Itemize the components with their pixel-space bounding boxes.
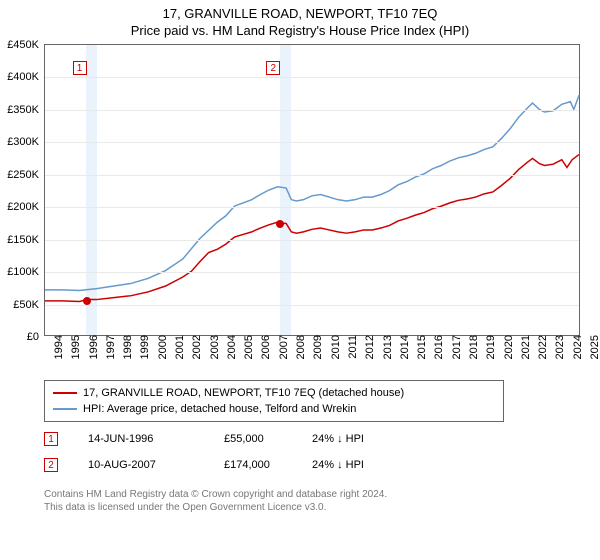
x-tick-label: 1997 bbox=[101, 335, 117, 359]
footer-line2: This data is licensed under the Open Gov… bbox=[44, 501, 387, 514]
x-tick-label: 2010 bbox=[326, 335, 342, 359]
gridline-y bbox=[45, 272, 579, 273]
legend-swatch bbox=[53, 408, 77, 410]
x-tick-label: 2008 bbox=[291, 335, 307, 359]
y-tick-label: £400K bbox=[7, 71, 45, 83]
sale-marker: 1 bbox=[73, 61, 87, 75]
gridline-y bbox=[45, 175, 579, 176]
x-tick-label: 2014 bbox=[395, 335, 411, 359]
x-tick-label: 2007 bbox=[274, 335, 290, 359]
y-tick-label: £250K bbox=[7, 169, 45, 181]
gridline-y bbox=[45, 77, 579, 78]
sale-hpi-compare: 24% ↓ HPI bbox=[312, 459, 412, 471]
x-tick-label: 1994 bbox=[49, 335, 65, 359]
x-tick-label: 2024 bbox=[568, 335, 584, 359]
legend-row: 17, GRANVILLE ROAD, NEWPORT, TF10 7EQ (d… bbox=[53, 385, 495, 401]
y-tick-label: £450K bbox=[7, 39, 45, 51]
x-tick-label: 1996 bbox=[84, 335, 100, 359]
gridline-y bbox=[45, 207, 579, 208]
sale-point bbox=[83, 297, 91, 305]
x-tick-label: 2013 bbox=[378, 335, 394, 359]
title-subtitle: Price paid vs. HM Land Registry's House … bbox=[0, 21, 600, 42]
price-line bbox=[45, 155, 579, 302]
x-tick-label: 2017 bbox=[447, 335, 463, 359]
x-tick-label: 2000 bbox=[153, 335, 169, 359]
y-tick-label: £350K bbox=[7, 104, 45, 116]
x-tick-label: 2018 bbox=[464, 335, 480, 359]
x-tick-label: 1999 bbox=[135, 335, 151, 359]
x-tick-label: 2001 bbox=[170, 335, 186, 359]
attribution-footer: Contains HM Land Registry data © Crown c… bbox=[44, 488, 387, 514]
y-tick-label: £100K bbox=[7, 266, 45, 278]
plot-area: £0£50K£100K£150K£200K£250K£300K£350K£400… bbox=[44, 44, 580, 336]
x-tick-label: 2009 bbox=[308, 335, 324, 359]
x-tick-label: 2023 bbox=[550, 335, 566, 359]
x-tick-label: 2016 bbox=[429, 335, 445, 359]
sale-row: 1 14-JUN-1996 £55,000 24% ↓ HPI bbox=[44, 432, 412, 446]
chart-container: 17, GRANVILLE ROAD, NEWPORT, TF10 7EQ Pr… bbox=[0, 0, 600, 560]
sale-price: £174,000 bbox=[224, 459, 306, 471]
x-tick-label: 2006 bbox=[256, 335, 272, 359]
sale-row-marker: 1 bbox=[44, 432, 58, 446]
x-tick-label: 2025 bbox=[585, 335, 600, 359]
sale-hpi-compare: 24% ↓ HPI bbox=[312, 433, 412, 445]
x-tick-label: 2012 bbox=[360, 335, 376, 359]
gridline-y bbox=[45, 305, 579, 306]
sale-row: 2 10-AUG-2007 £174,000 24% ↓ HPI bbox=[44, 458, 412, 472]
x-tick-label: 2020 bbox=[499, 335, 515, 359]
x-tick-label: 2002 bbox=[187, 335, 203, 359]
sale-marker: 2 bbox=[266, 61, 280, 75]
sale-row-marker: 2 bbox=[44, 458, 58, 472]
legend-label: HPI: Average price, detached house, Telf… bbox=[83, 401, 356, 417]
sale-date: 10-AUG-2007 bbox=[88, 459, 218, 471]
x-tick-label: 2015 bbox=[412, 335, 428, 359]
gridline-y bbox=[45, 142, 579, 143]
gridline-y bbox=[45, 110, 579, 111]
legend: 17, GRANVILLE ROAD, NEWPORT, TF10 7EQ (d… bbox=[44, 380, 504, 422]
y-tick-label: £50K bbox=[13, 299, 45, 311]
x-tick-label: 2011 bbox=[343, 335, 359, 359]
gridline-y bbox=[45, 240, 579, 241]
legend-swatch bbox=[53, 392, 77, 394]
x-tick-label: 2003 bbox=[205, 335, 221, 359]
x-tick-label: 2005 bbox=[239, 335, 255, 359]
sale-price: £55,000 bbox=[224, 433, 306, 445]
x-tick-label: 2004 bbox=[222, 335, 238, 359]
y-tick-label: £300K bbox=[7, 136, 45, 148]
hpi-line bbox=[45, 95, 579, 290]
x-tick-label: 2022 bbox=[533, 335, 549, 359]
y-tick-label: £200K bbox=[7, 201, 45, 213]
x-tick-label: 1995 bbox=[66, 335, 82, 359]
y-tick-label: £0 bbox=[27, 331, 45, 343]
x-tick-label: 1998 bbox=[118, 335, 134, 359]
sale-date: 14-JUN-1996 bbox=[88, 433, 218, 445]
title-address: 17, GRANVILLE ROAD, NEWPORT, TF10 7EQ bbox=[0, 0, 600, 21]
footer-line1: Contains HM Land Registry data © Crown c… bbox=[44, 488, 387, 501]
legend-label: 17, GRANVILLE ROAD, NEWPORT, TF10 7EQ (d… bbox=[83, 385, 404, 401]
x-tick-label: 2021 bbox=[516, 335, 532, 359]
y-tick-label: £150K bbox=[7, 234, 45, 246]
sale-point bbox=[276, 220, 284, 228]
x-tick-label: 2019 bbox=[481, 335, 497, 359]
legend-row: HPI: Average price, detached house, Telf… bbox=[53, 401, 495, 417]
series-svg bbox=[45, 45, 579, 335]
